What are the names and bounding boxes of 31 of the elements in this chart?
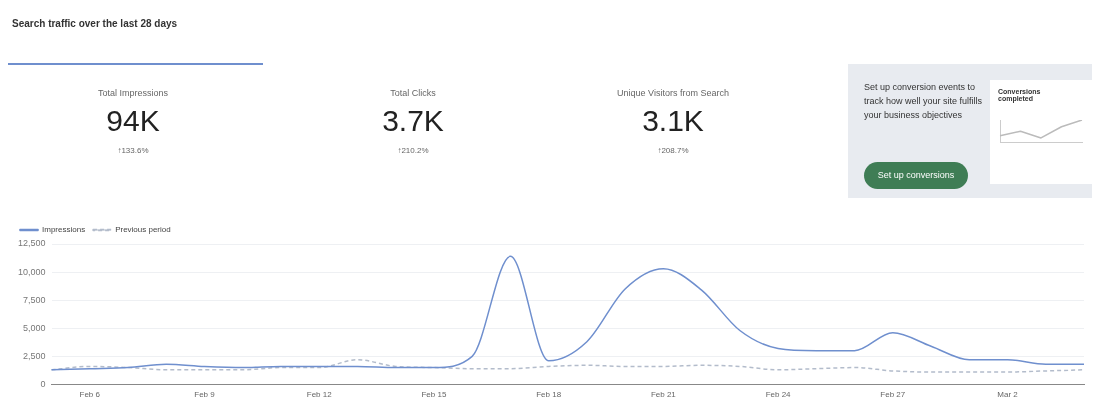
x-tick-label: Feb 18 [536,390,562,400]
x-tick-label: Feb 12 [306,390,333,400]
x-tick-label: Feb 27 [880,390,906,400]
text: Unique Visitors from Search [616,88,730,98]
y-tick-label: 12,500 [18,238,46,249]
text: Total Impressions [97,88,169,98]
y-tick-label: 7,500 [23,294,46,305]
text: Set up conversion events to track how well your site fulfills your business objectives [864,81,984,122]
x-tick-label: Feb 6 [79,390,101,400]
text: ↑210.2% [396,146,430,155]
text: Total Clicks [389,88,437,98]
text: ↑133.6% [116,146,150,155]
x-tick-label: Feb 9 [194,390,216,400]
y-tick-label: 2,500 [23,350,46,361]
x-tick-label: Feb 21 [650,390,677,400]
text: 3.7K [381,104,445,138]
x-tick-label: Feb 24 [765,390,792,400]
text: 94K [105,104,161,138]
y-tick-label: 0 [40,378,46,389]
legend-label: Previous period [115,225,171,235]
x-tick-label: Mar 2 [997,390,1019,400]
legend-label: Impressions [42,225,86,235]
text: Search traffic over the last 28 days [12,18,178,29]
line-series [50,358,1085,373]
text: 3.1K [641,104,705,138]
y-tick-label: 5,000 [23,322,46,333]
line-series [50,255,1085,371]
text: ↑208.7% [656,146,690,155]
text: Set up conversions [864,162,968,189]
x-tick-label: Feb 15 [421,390,447,400]
y-tick-label: 10,000 [18,266,46,277]
